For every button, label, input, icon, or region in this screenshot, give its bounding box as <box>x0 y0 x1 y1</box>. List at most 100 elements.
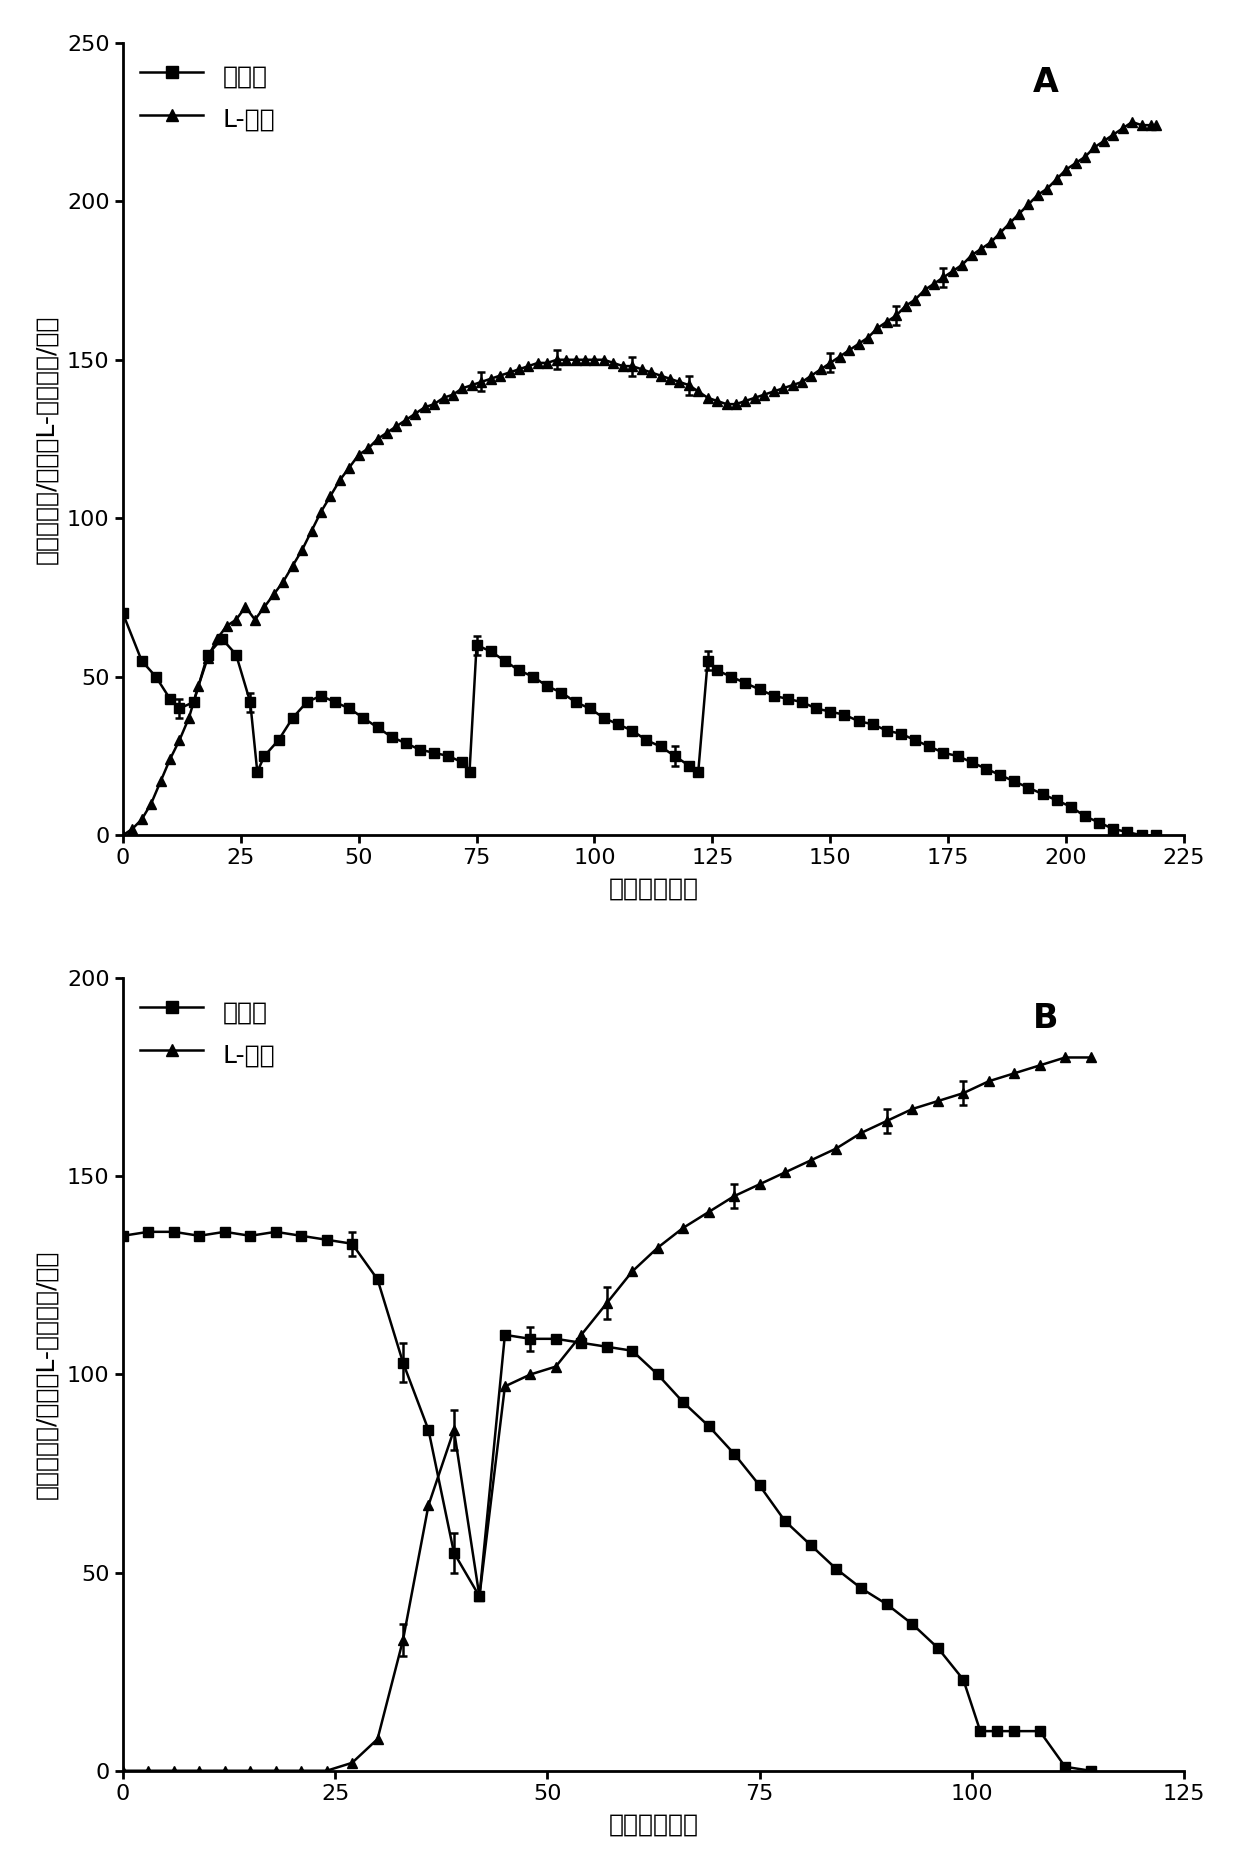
葡萄糖 <box>422 1418 436 1441</box>
L-乳酸 <box>1032 1053 1047 1076</box>
L-乳酸 <box>422 1495 436 1517</box>
葡萄糖 <box>554 681 569 703</box>
X-axis label: 时间（小时）: 时间（小时） <box>609 1813 698 1835</box>
葡萄糖 <box>753 1474 768 1497</box>
葡萄糖 <box>1148 823 1163 846</box>
L-乳酸 <box>905 1098 920 1121</box>
葡萄糖 <box>217 1220 232 1242</box>
L-乳酸 <box>523 1364 538 1386</box>
葡萄糖 <box>650 1364 665 1386</box>
Line: 葡萄糖: 葡萄糖 <box>118 608 1161 840</box>
葡萄糖 <box>166 1220 181 1242</box>
L-乳酸 <box>625 1261 640 1284</box>
L-乳酸 <box>719 393 734 415</box>
Text: A: A <box>1033 67 1059 99</box>
葡萄糖 <box>905 1613 920 1635</box>
葡萄糖 <box>777 1510 792 1532</box>
葡萄糖 <box>548 1328 563 1351</box>
葡萄糖 <box>1084 1759 1099 1781</box>
葡萄糖 <box>682 754 697 776</box>
L-乳酸 <box>753 1173 768 1196</box>
Line: L-乳酸: L-乳酸 <box>118 118 1161 840</box>
L-乳酸 <box>351 443 366 466</box>
葡萄糖 <box>472 1585 487 1607</box>
葡萄糖 <box>370 1269 384 1291</box>
葡萄糖 <box>1135 823 1149 846</box>
Text: B: B <box>1033 1003 1059 1035</box>
葡萄糖 <box>990 1719 1004 1742</box>
L-乳酸 <box>981 1070 996 1093</box>
L-乳酸 <box>1058 1046 1073 1068</box>
葡萄糖 <box>314 685 329 707</box>
Line: L-乳酸: L-乳酸 <box>118 1053 1095 1776</box>
Y-axis label: 葡萄糖（克/升），L-乳酸（克/升）: 葡萄糖（克/升），L-乳酸（克/升） <box>35 314 58 563</box>
L-乳酸 <box>599 1293 614 1315</box>
L-乳酸 <box>115 823 130 846</box>
葡萄糖 <box>115 1224 130 1246</box>
葡萄糖 <box>345 1233 360 1255</box>
L-乳酸 <box>956 1081 971 1104</box>
L-乳酸 <box>1007 1063 1022 1085</box>
葡萄糖 <box>574 1332 589 1355</box>
Y-axis label: 葡萄糖（克/升），L-乳酸（克/升）: 葡萄糖（克/升），L-乳酸（克/升） <box>35 1250 58 1499</box>
L-乳酸 <box>804 1149 818 1171</box>
L-乳酸 <box>243 1759 258 1781</box>
葡萄糖 <box>956 1669 971 1691</box>
葡萄糖 <box>523 1328 538 1351</box>
L-乳酸 <box>701 1201 715 1224</box>
L-乳酸 <box>1148 114 1163 137</box>
L-乳酸 <box>548 1355 563 1377</box>
葡萄糖 <box>727 1443 742 1465</box>
葡萄糖 <box>625 1340 640 1362</box>
L-乳酸 <box>268 1759 283 1781</box>
葡萄糖 <box>268 1220 283 1242</box>
Legend: 葡萄糖, L-乳酸: 葡萄糖, L-乳酸 <box>130 51 285 144</box>
葡萄糖 <box>1032 1719 1047 1742</box>
L-乳酸 <box>854 1121 869 1143</box>
葡萄糖 <box>319 1229 334 1252</box>
L-乳酸 <box>370 1727 384 1749</box>
L-乳酸 <box>727 1184 742 1207</box>
Legend: 葡萄糖, L-乳酸: 葡萄糖, L-乳酸 <box>130 986 285 1080</box>
葡萄糖 <box>243 1224 258 1246</box>
葡萄糖 <box>463 761 477 784</box>
葡萄糖 <box>804 1534 818 1557</box>
葡萄糖 <box>930 1637 945 1660</box>
葡萄糖 <box>396 1351 410 1373</box>
X-axis label: 时间（小时）: 时间（小时） <box>609 877 698 900</box>
葡萄糖 <box>701 1414 715 1437</box>
葡萄糖 <box>526 666 541 689</box>
葡萄糖 <box>455 750 470 773</box>
L-乳酸 <box>192 1759 207 1781</box>
L-乳酸 <box>676 1216 691 1239</box>
葡萄糖 <box>294 1224 309 1246</box>
L-乳酸 <box>217 1759 232 1781</box>
L-乳酸 <box>879 1110 894 1132</box>
L-乳酸 <box>396 1630 410 1652</box>
Line: 葡萄糖: 葡萄糖 <box>118 1227 1095 1776</box>
葡萄糖 <box>828 1557 843 1579</box>
L-乳酸 <box>777 1162 792 1184</box>
L-乳酸 <box>1115 118 1130 140</box>
葡萄糖 <box>676 1390 691 1413</box>
L-乳酸 <box>472 1585 487 1607</box>
L-乳酸 <box>446 1418 461 1441</box>
葡萄糖 <box>599 1336 614 1358</box>
L-乳酸 <box>930 1089 945 1111</box>
葡萄糖 <box>192 1224 207 1246</box>
L-乳酸 <box>574 1323 589 1345</box>
L-乳酸 <box>828 1138 843 1160</box>
葡萄糖 <box>446 1542 461 1564</box>
L-乳酸 <box>596 348 611 370</box>
葡萄糖 <box>854 1577 869 1600</box>
葡萄糖 <box>973 1719 988 1742</box>
L-乳酸 <box>497 1375 512 1398</box>
L-乳酸 <box>650 1237 665 1259</box>
L-乳酸 <box>502 361 517 384</box>
葡萄糖 <box>141 1220 156 1242</box>
葡萄糖 <box>115 602 130 625</box>
L-乳酸 <box>379 421 394 443</box>
L-乳酸 <box>1084 1046 1099 1068</box>
葡萄糖 <box>497 1323 512 1345</box>
L-乳酸 <box>115 1759 130 1781</box>
